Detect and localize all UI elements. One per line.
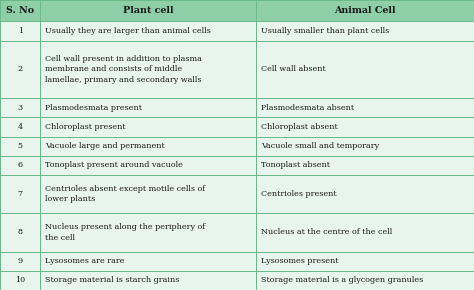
FancyBboxPatch shape [256, 0, 474, 21]
Text: Cell wall present in addition to plasma
membrane and consists of middle
lamellae: Cell wall present in addition to plasma … [45, 55, 202, 84]
FancyBboxPatch shape [256, 252, 474, 271]
FancyBboxPatch shape [40, 175, 256, 213]
Text: 6: 6 [18, 161, 23, 169]
Text: Tonoplast present around vacuole: Tonoplast present around vacuole [45, 161, 183, 169]
Text: 3: 3 [18, 104, 23, 112]
Text: Usually smaller than plant cells: Usually smaller than plant cells [261, 27, 389, 35]
FancyBboxPatch shape [40, 21, 256, 41]
FancyBboxPatch shape [256, 271, 474, 290]
FancyBboxPatch shape [256, 98, 474, 117]
FancyBboxPatch shape [256, 156, 474, 175]
Text: Lysosomes are rare: Lysosomes are rare [45, 257, 125, 265]
FancyBboxPatch shape [0, 271, 40, 290]
Text: Animal Cell: Animal Cell [334, 6, 396, 15]
FancyBboxPatch shape [0, 117, 40, 137]
FancyBboxPatch shape [40, 137, 256, 156]
Text: Chloroplast present: Chloroplast present [45, 123, 126, 131]
Text: Centrioles absent except motile cells of
lower plants: Centrioles absent except motile cells of… [45, 185, 205, 203]
Text: S. No: S. No [6, 6, 34, 15]
FancyBboxPatch shape [0, 98, 40, 117]
Text: Nucleus present along the periphery of
the cell: Nucleus present along the periphery of t… [45, 223, 205, 242]
Text: 10: 10 [15, 276, 25, 284]
Text: 4: 4 [18, 123, 23, 131]
FancyBboxPatch shape [40, 0, 256, 21]
Text: 5: 5 [18, 142, 23, 150]
FancyBboxPatch shape [256, 213, 474, 252]
FancyBboxPatch shape [40, 271, 256, 290]
Text: Chloroplast absent: Chloroplast absent [261, 123, 337, 131]
FancyBboxPatch shape [0, 137, 40, 156]
Text: Storage material is starch grains: Storage material is starch grains [45, 276, 179, 284]
Text: Vacuole small and temporary: Vacuole small and temporary [261, 142, 379, 150]
FancyBboxPatch shape [256, 137, 474, 156]
Text: Vacuole large and permanent: Vacuole large and permanent [45, 142, 165, 150]
Text: Tonoplast absent: Tonoplast absent [261, 161, 330, 169]
Text: Plasmodesmata present: Plasmodesmata present [45, 104, 142, 112]
Text: 1: 1 [18, 27, 23, 35]
Text: Cell wall absent: Cell wall absent [261, 66, 326, 73]
Text: Lysosomes present: Lysosomes present [261, 257, 338, 265]
FancyBboxPatch shape [0, 175, 40, 213]
Text: Nucleus at the centre of the cell: Nucleus at the centre of the cell [261, 229, 392, 236]
Text: 7: 7 [18, 190, 23, 198]
Text: 9: 9 [18, 257, 23, 265]
FancyBboxPatch shape [0, 21, 40, 41]
FancyBboxPatch shape [256, 21, 474, 41]
FancyBboxPatch shape [40, 41, 256, 98]
Text: Storage material is a glycogen granules: Storage material is a glycogen granules [261, 276, 423, 284]
FancyBboxPatch shape [256, 175, 474, 213]
FancyBboxPatch shape [40, 252, 256, 271]
FancyBboxPatch shape [256, 41, 474, 98]
Text: 8: 8 [18, 229, 23, 236]
Text: 2: 2 [18, 66, 23, 73]
FancyBboxPatch shape [256, 117, 474, 137]
FancyBboxPatch shape [0, 252, 40, 271]
Text: Plant cell: Plant cell [123, 6, 173, 15]
FancyBboxPatch shape [0, 41, 40, 98]
Text: Plasmodesmata absent: Plasmodesmata absent [261, 104, 354, 112]
FancyBboxPatch shape [40, 213, 256, 252]
FancyBboxPatch shape [0, 156, 40, 175]
Text: Usually they are larger than animal cells: Usually they are larger than animal cell… [45, 27, 211, 35]
FancyBboxPatch shape [0, 0, 40, 21]
FancyBboxPatch shape [0, 213, 40, 252]
FancyBboxPatch shape [40, 156, 256, 175]
Text: Centrioles present: Centrioles present [261, 190, 337, 198]
FancyBboxPatch shape [40, 98, 256, 117]
FancyBboxPatch shape [40, 117, 256, 137]
